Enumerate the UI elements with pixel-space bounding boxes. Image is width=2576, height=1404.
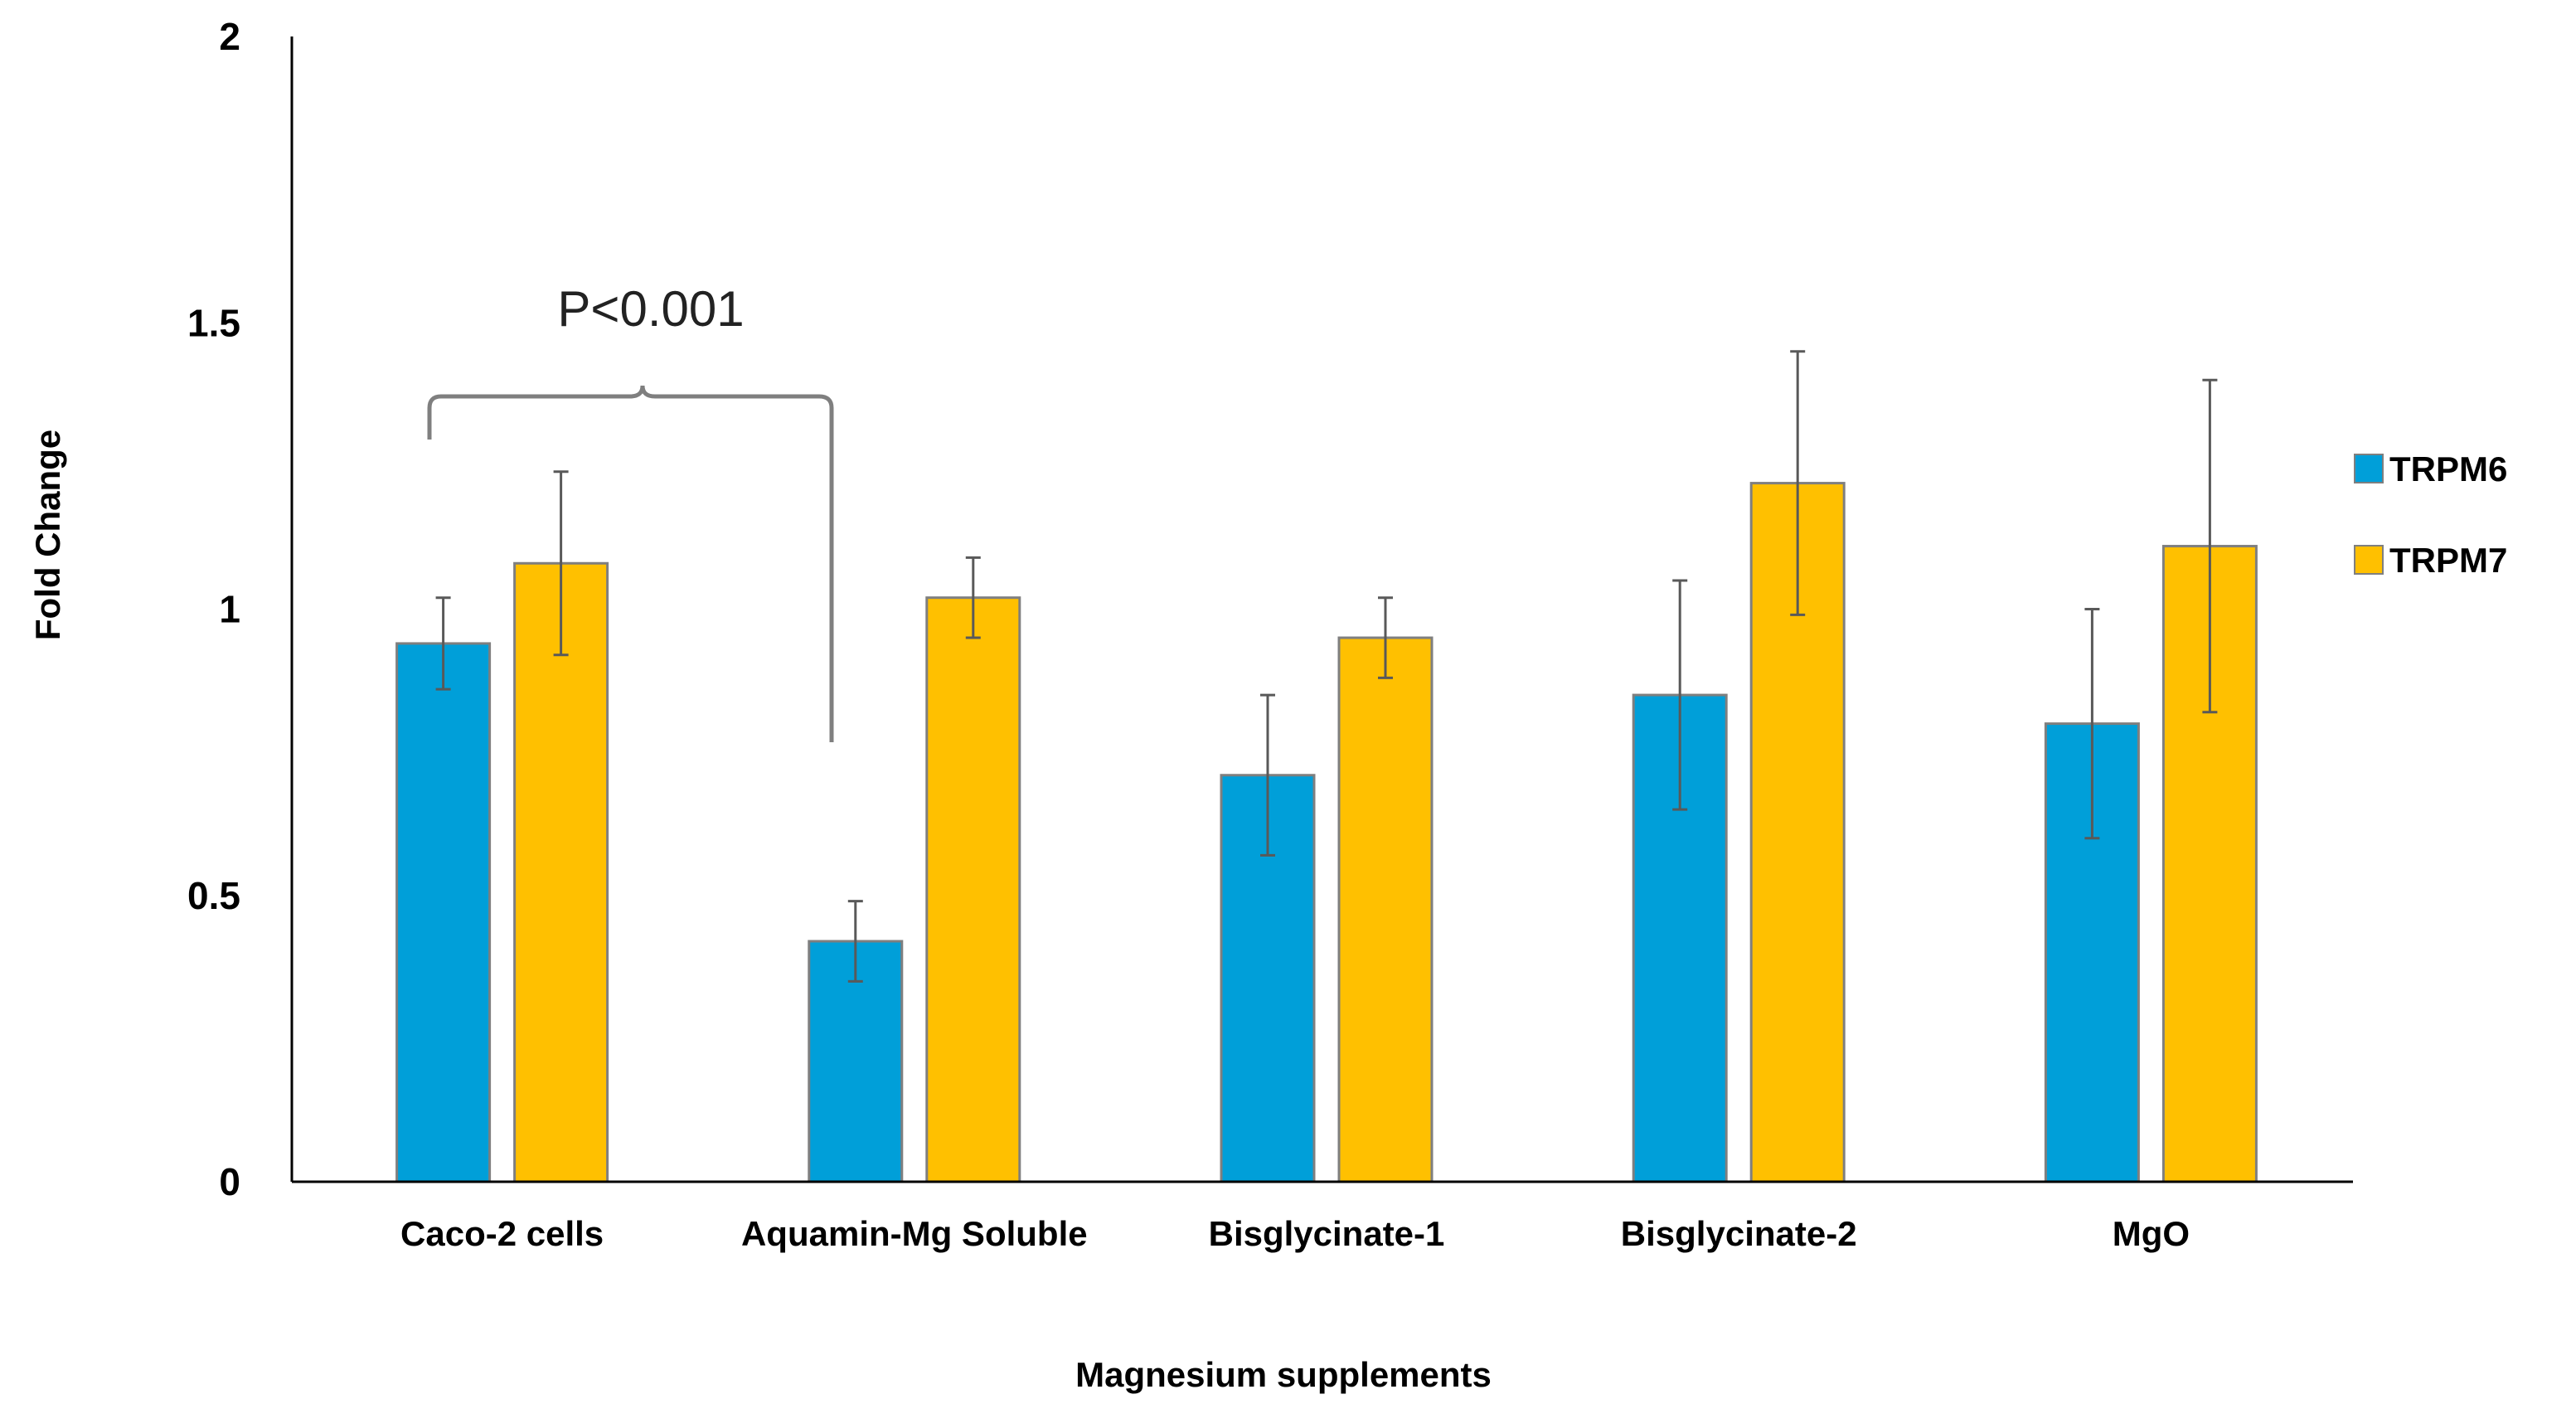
significance-annotation: P<0.001 (427, 281, 834, 742)
y-tick-label: 1 (219, 588, 240, 631)
y-axis-title: Fold Change (28, 430, 67, 640)
y-tick-label: 1.5 (187, 301, 240, 344)
error-bars-layer (435, 350, 2218, 983)
y-tick-label: 0 (219, 1160, 240, 1203)
category-label: Bisglycinate-2 (1621, 1214, 1857, 1253)
error-bar-trpm7-4 (1790, 350, 1806, 616)
error-bar-trpm6-4 (1672, 579, 1688, 811)
category-labels: Caco-2 cells Aquamin-Mg Soluble Bisglycina… (400, 1214, 2190, 1253)
bar-trpm7-3 (1337, 636, 1434, 1183)
legend-swatch-trpm6 (2354, 454, 2384, 483)
legend: TRPM6 TRPM7 (2354, 449, 2507, 580)
bar-trpm7-2 (925, 596, 1021, 1183)
error-bar-trpm7-3 (1378, 596, 1393, 679)
y-tick-label: 2 (219, 15, 240, 58)
category-label: MgO (2113, 1214, 2190, 1253)
legend-swatch-trpm7 (2354, 545, 2384, 575)
x-axis-title: Magnesium supplements (1075, 1355, 1492, 1394)
error-bar-trpm6-5 (2084, 608, 2100, 840)
error-bar-trpm6-2 (847, 900, 863, 983)
bar-trpm6-1 (395, 642, 492, 1183)
error-bar-trpm6-1 (435, 596, 451, 691)
error-bar-trpm7-2 (965, 556, 981, 639)
legend-label-trpm7: TRPM7 (2389, 541, 2507, 580)
axes-layer (290, 36, 2353, 1183)
error-bar-trpm7-1 (553, 470, 569, 657)
significance-bracket (427, 385, 834, 742)
error-bar-trpm6-3 (1260, 693, 1275, 857)
legend-label-trpm6: TRPM6 (2389, 449, 2507, 488)
error-bar-trpm7-5 (2202, 378, 2218, 714)
y-tick-labels: 0 0.5 1 1.5 2 (187, 15, 240, 1203)
bars-layer (395, 482, 2258, 1183)
category-label: Aquamin-Mg Soluble (741, 1214, 1088, 1253)
category-label: Caco-2 cells (400, 1214, 604, 1253)
y-tick-label: 0.5 (187, 874, 240, 917)
category-label: Bisglycinate-1 (1209, 1214, 1445, 1253)
p-value-label: P<0.001 (557, 281, 744, 337)
bar-trpm7-1 (513, 561, 609, 1183)
